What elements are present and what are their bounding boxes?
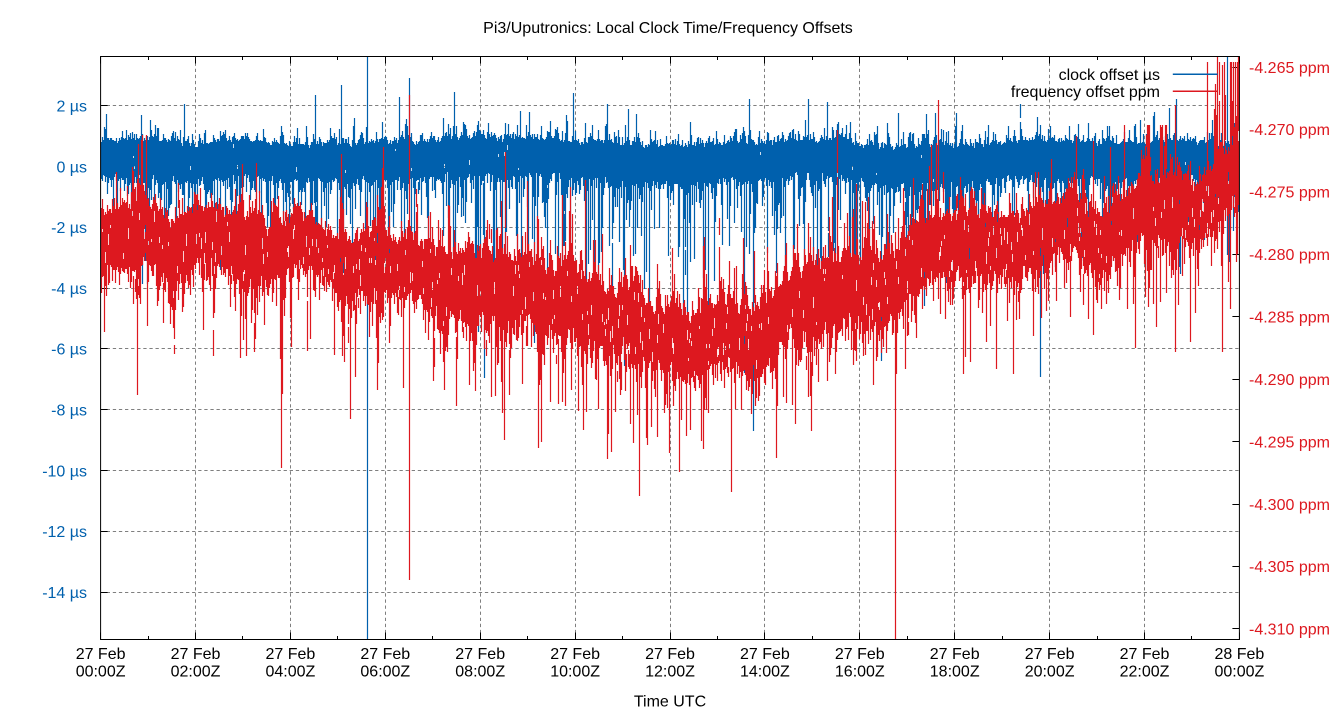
svg-text:-4.290 ppm: -4.290 ppm (1249, 372, 1330, 389)
svg-text:clock offset µs: clock offset µs (1059, 67, 1160, 84)
svg-text:02:00Z: 02:00Z (171, 663, 221, 680)
svg-text:-10 µs: -10 µs (42, 463, 87, 480)
svg-text:-6 µs: -6 µs (51, 342, 87, 359)
svg-text:-4.305 ppm: -4.305 ppm (1249, 559, 1330, 576)
svg-text:06:00Z: 06:00Z (360, 663, 410, 680)
svg-text:16:00Z: 16:00Z (835, 663, 885, 680)
svg-text:-4 µs: -4 µs (51, 281, 87, 298)
svg-text:27 Feb: 27 Feb (76, 646, 126, 663)
svg-text:00:00Z: 00:00Z (1214, 663, 1264, 680)
svg-text:28 Feb: 28 Feb (1214, 646, 1264, 663)
svg-text:2 µs: 2 µs (56, 99, 87, 116)
svg-text:-12 µs: -12 µs (42, 524, 87, 541)
svg-text:-4.300 ppm: -4.300 ppm (1249, 497, 1330, 514)
svg-text:27 Feb: 27 Feb (455, 646, 505, 663)
svg-text:27 Feb: 27 Feb (1120, 646, 1170, 663)
svg-text:-8 µs: -8 µs (51, 403, 87, 420)
svg-text:27 Feb: 27 Feb (1025, 646, 1075, 663)
svg-text:-4.295 ppm: -4.295 ppm (1249, 434, 1330, 451)
svg-text:27 Feb: 27 Feb (930, 646, 980, 663)
svg-text:18:00Z: 18:00Z (930, 663, 980, 680)
svg-text:-4.285 ppm: -4.285 ppm (1249, 310, 1330, 327)
svg-text:27 Feb: 27 Feb (550, 646, 600, 663)
svg-text:-4.265 ppm: -4.265 ppm (1249, 60, 1330, 77)
svg-text:0 µs: 0 µs (56, 159, 87, 176)
svg-text:10:00Z: 10:00Z (550, 663, 600, 680)
svg-text:14:00Z: 14:00Z (740, 663, 790, 680)
svg-text:-4.310 ppm: -4.310 ppm (1249, 622, 1330, 639)
svg-text:frequency offset ppm: frequency offset ppm (1011, 84, 1160, 101)
svg-text:00:00Z: 00:00Z (76, 663, 126, 680)
svg-text:Pi3/Uputronics: Local Clock Ti: Pi3/Uputronics: Local Clock Time/Frequen… (483, 20, 853, 37)
svg-text:12:00Z: 12:00Z (645, 663, 695, 680)
svg-text:27 Feb: 27 Feb (740, 646, 790, 663)
svg-text:27 Feb: 27 Feb (645, 646, 695, 663)
svg-text:-14 µs: -14 µs (42, 585, 87, 602)
svg-text:08:00Z: 08:00Z (455, 663, 505, 680)
svg-text:-4.280 ppm: -4.280 ppm (1249, 247, 1330, 264)
svg-text:27 Feb: 27 Feb (360, 646, 410, 663)
svg-text:04:00Z: 04:00Z (265, 663, 315, 680)
svg-text:-4.270 ppm: -4.270 ppm (1249, 122, 1330, 139)
svg-text:27 Feb: 27 Feb (265, 646, 315, 663)
svg-text:-2 µs: -2 µs (51, 220, 87, 237)
svg-text:20:00Z: 20:00Z (1025, 663, 1075, 680)
svg-text:27 Feb: 27 Feb (835, 646, 885, 663)
svg-text:-4.275 ppm: -4.275 ppm (1249, 185, 1330, 202)
svg-text:Time UTC: Time UTC (634, 693, 706, 710)
svg-text:27 Feb: 27 Feb (171, 646, 221, 663)
svg-text:22:00Z: 22:00Z (1120, 663, 1170, 680)
